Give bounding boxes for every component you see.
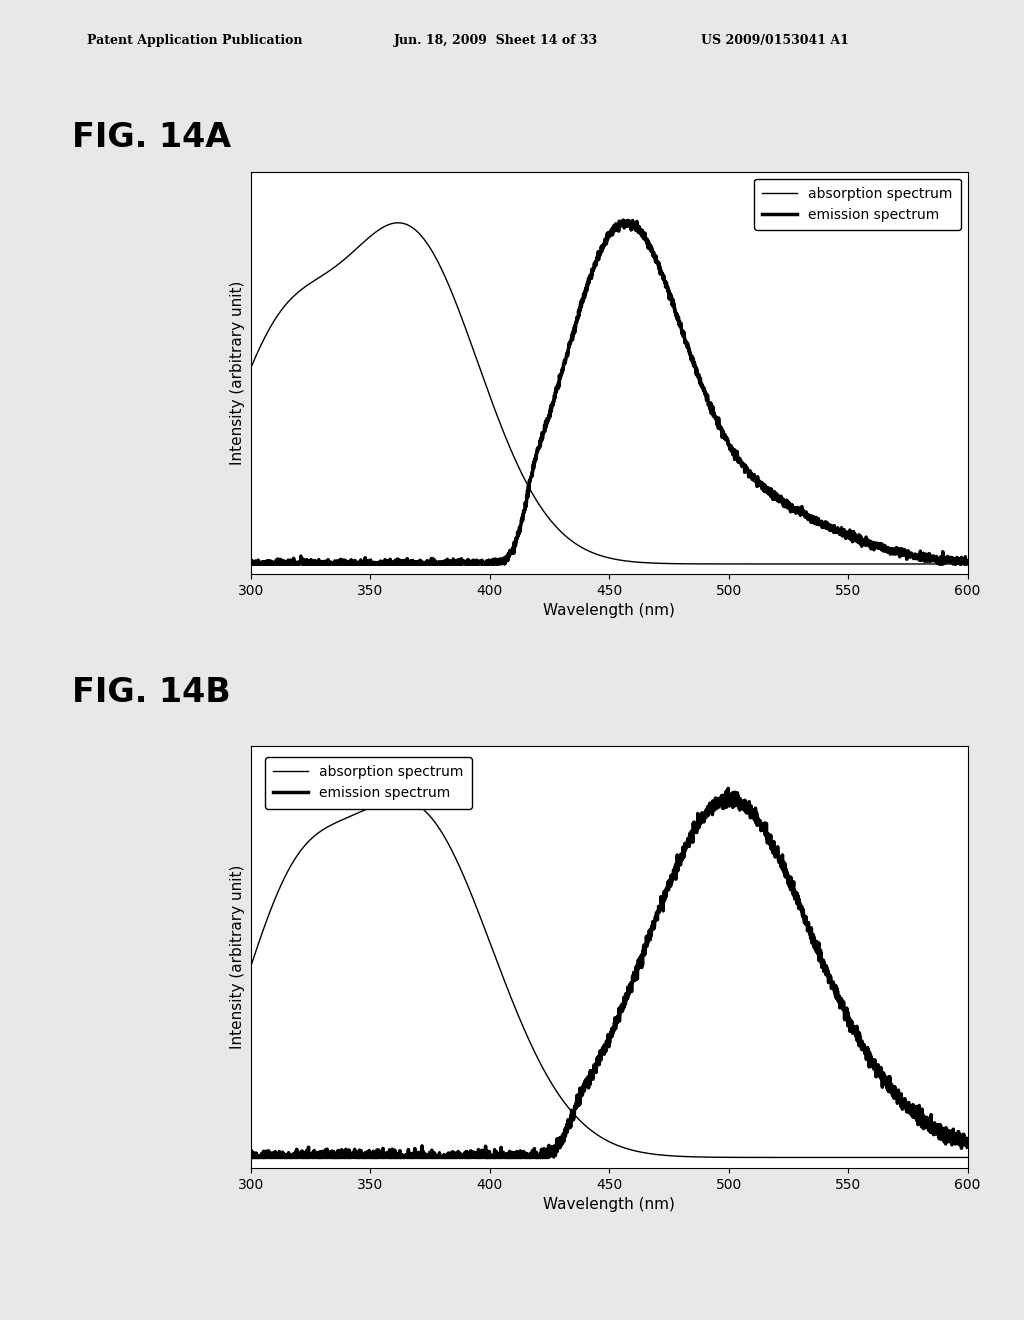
Text: FIG. 14A: FIG. 14A <box>72 121 230 154</box>
Legend: absorption spectrum, emission spectrum: absorption spectrum, emission spectrum <box>754 178 961 230</box>
Text: US 2009/0153041 A1: US 2009/0153041 A1 <box>701 34 849 48</box>
Y-axis label: Intensity (arbitrary unit): Intensity (arbitrary unit) <box>230 281 246 465</box>
Y-axis label: Intensity (arbitrary unit): Intensity (arbitrary unit) <box>230 865 246 1049</box>
Legend: absorption spectrum, emission spectrum: absorption spectrum, emission spectrum <box>265 756 472 809</box>
Text: Patent Application Publication: Patent Application Publication <box>87 34 302 48</box>
Text: FIG. 14B: FIG. 14B <box>72 676 230 709</box>
X-axis label: Wavelength (nm): Wavelength (nm) <box>544 603 675 619</box>
X-axis label: Wavelength (nm): Wavelength (nm) <box>544 1197 675 1213</box>
Text: Jun. 18, 2009  Sheet 14 of 33: Jun. 18, 2009 Sheet 14 of 33 <box>394 34 598 48</box>
